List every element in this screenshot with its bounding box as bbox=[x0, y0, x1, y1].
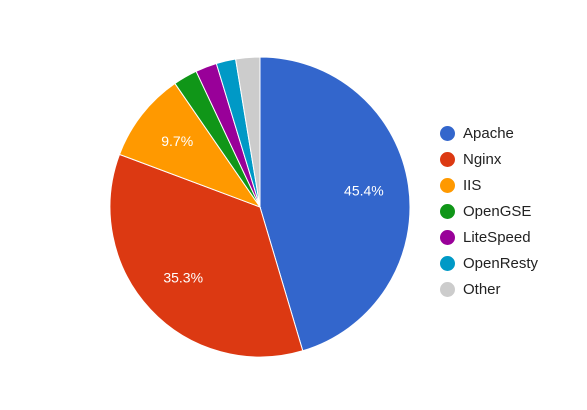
legend-item-other: Other bbox=[440, 276, 538, 302]
legend-label-opengse: OpenGSE bbox=[463, 202, 532, 220]
legend-swatch-other bbox=[440, 281, 455, 297]
slice-label-nginx: 35.3% bbox=[163, 269, 203, 285]
legend-item-litespeed: LiteSpeed bbox=[440, 224, 538, 250]
legend-swatch-apache bbox=[440, 125, 455, 141]
legend-swatch-litespeed bbox=[440, 229, 455, 245]
legend-item-openresty: OpenResty bbox=[440, 250, 538, 276]
slice-label-iis: 9.7% bbox=[161, 133, 193, 149]
pie-slice-labels: 45.4% 35.3% 9.7% bbox=[161, 133, 384, 285]
legend: Apache Nginx IIS OpenGSE LiteSpeed OpenResty O… bbox=[440, 120, 538, 302]
legend-label-nginx: Nginx bbox=[463, 150, 502, 168]
legend-item-apache: Apache bbox=[440, 120, 538, 146]
legend-swatch-nginx bbox=[440, 151, 455, 167]
pie-slice-apache bbox=[259, 56, 411, 352]
slice-label-apache: 45.4% bbox=[344, 183, 384, 199]
legend-swatch-openresty bbox=[440, 255, 455, 271]
legend-item-nginx: Nginx bbox=[440, 146, 538, 172]
pie-slice-other bbox=[235, 56, 261, 208]
legend-label-openresty: OpenResty bbox=[463, 254, 539, 272]
pie-slices bbox=[109, 56, 411, 358]
legend-label-litespeed: LiteSpeed bbox=[463, 228, 531, 246]
legend-item-opengse: OpenGSE bbox=[440, 198, 538, 224]
legend-label-other: Other bbox=[463, 280, 501, 298]
legend-label-iis: IIS bbox=[463, 176, 482, 194]
pie-slice-iis bbox=[118, 82, 262, 209]
legend-label-apache: Apache bbox=[463, 124, 514, 142]
legend-item-iis: IIS bbox=[440, 172, 538, 198]
legend-swatch-iis bbox=[440, 177, 455, 193]
legend-swatch-opengse bbox=[440, 203, 455, 219]
